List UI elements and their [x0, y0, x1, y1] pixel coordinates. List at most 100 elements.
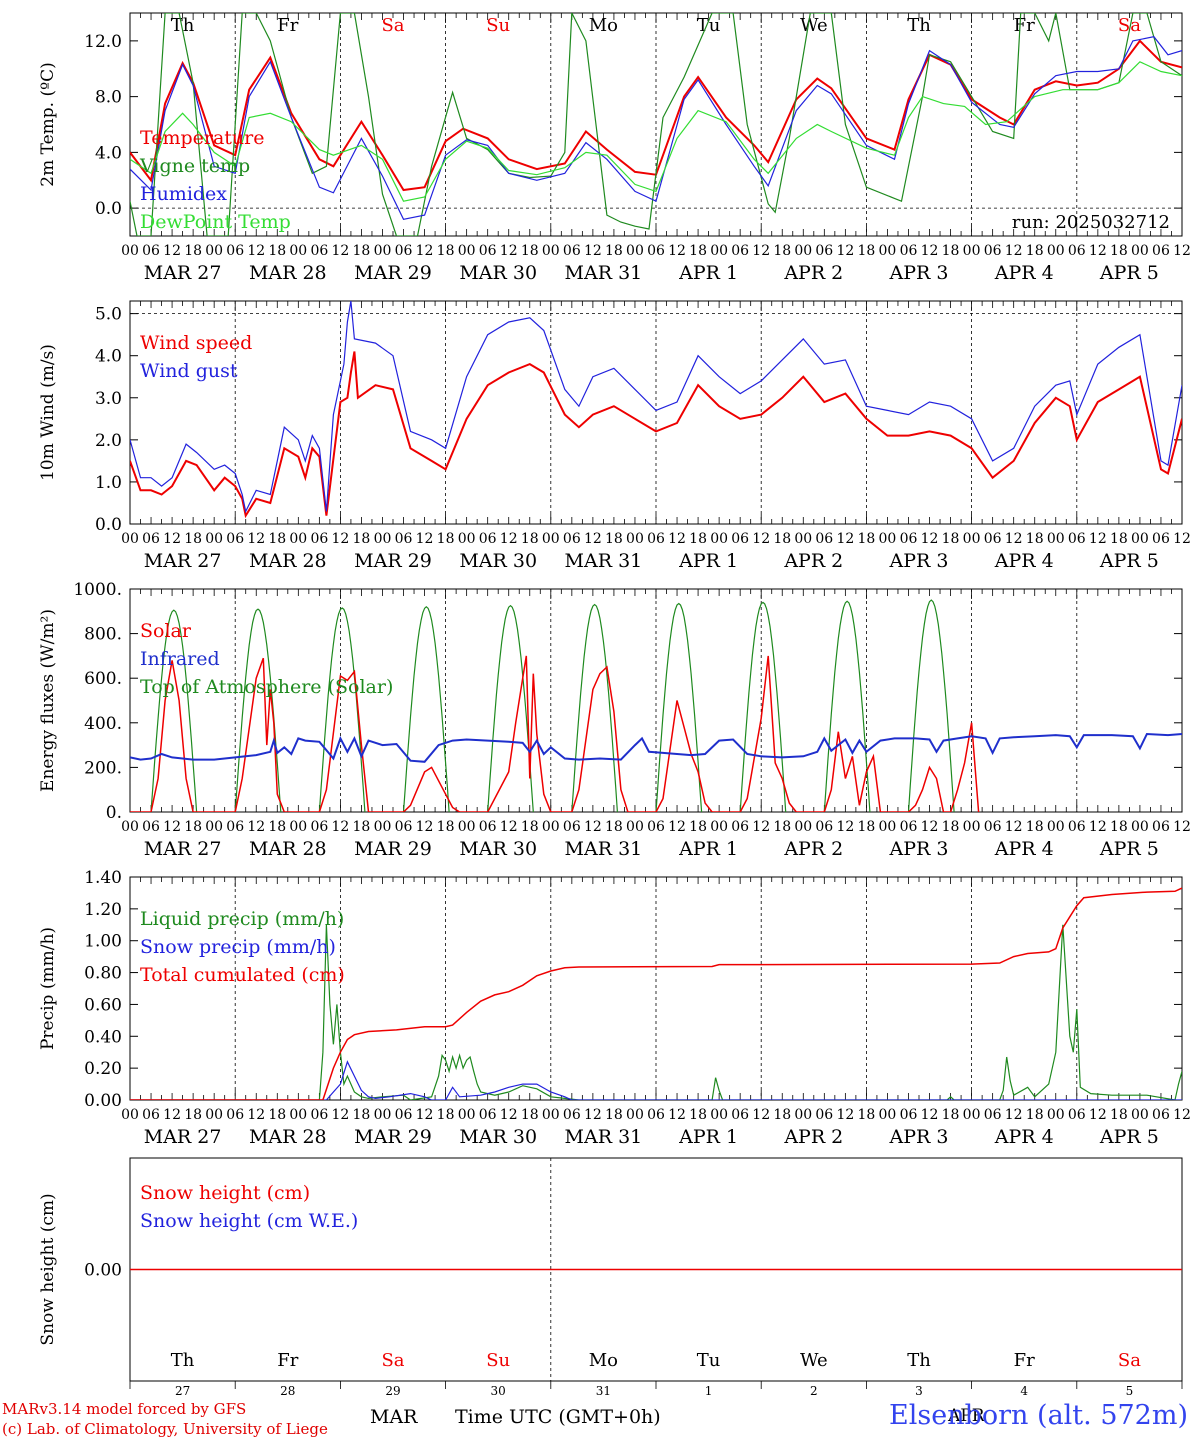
hour-label: 06 — [142, 1107, 160, 1123]
hour-label: 00 — [542, 1107, 560, 1123]
y-tick-label: 2.0 — [95, 431, 122, 451]
hour-label: 12 — [752, 243, 770, 259]
hour-label: 18 — [773, 531, 791, 547]
date-label: APR 2 — [783, 262, 843, 284]
date-label: APR 5 — [1099, 262, 1159, 284]
hour-label: 00 — [879, 819, 897, 835]
hour-label: 06 — [1068, 1107, 1086, 1123]
hour-label: 06 — [900, 819, 918, 835]
hour-label: 12 — [921, 531, 939, 547]
hour-label: 00 — [710, 1107, 728, 1123]
hour-label: 06 — [142, 531, 160, 547]
y-axis-label: Precip (mm/h) — [38, 927, 58, 1050]
hour-label: 00 — [458, 243, 476, 259]
hour-label: 18 — [1026, 1107, 1044, 1123]
y-tick-label: 0.80 — [84, 964, 122, 984]
bottom-day-number: 30 — [491, 1384, 506, 1398]
day-name: Tu — [697, 15, 721, 36]
hour-label: 12 — [668, 1107, 686, 1123]
hour-label: 18 — [689, 243, 707, 259]
date-label: MAR 30 — [459, 1126, 537, 1148]
date-label: APR 3 — [889, 1126, 949, 1148]
hour-label: 18 — [353, 819, 371, 835]
hour-label: 00 — [1131, 243, 1149, 259]
hour-label: 12 — [1005, 531, 1023, 547]
hour-label: 06 — [900, 1107, 918, 1123]
y-tick-label: 0.0 — [95, 199, 122, 219]
hour-label: 18 — [268, 1107, 286, 1123]
model-credit: MARv3.14 model forced by GFS — [2, 1400, 247, 1418]
hour-label: 00 — [289, 1107, 307, 1123]
month-label: MAR — [370, 1406, 418, 1428]
series-line-total-cumulated-cm- — [130, 887, 1182, 1100]
series-line-infrared — [130, 732, 1182, 763]
hour-label: 18 — [942, 1107, 960, 1123]
hour-label: 18 — [1110, 1107, 1128, 1123]
hour-label: 12 — [752, 531, 770, 547]
hour-label: 12 — [331, 243, 349, 259]
hour-label: 06 — [395, 819, 413, 835]
hour-label: 18 — [353, 531, 371, 547]
bottom-day-number: 3 — [915, 1384, 923, 1398]
hour-label: 12 — [752, 1107, 770, 1123]
hour-label: 06 — [479, 243, 497, 259]
day-name: Sa — [381, 15, 404, 36]
hour-label: 00 — [121, 1107, 139, 1123]
hour-label: 12 — [1089, 819, 1107, 835]
hour-label: 18 — [1026, 531, 1044, 547]
hour-label: 12 — [921, 819, 939, 835]
hour-label: 06 — [226, 243, 244, 259]
hour-label: 06 — [984, 819, 1002, 835]
hour-label: 00 — [205, 531, 223, 547]
y-tick-label: 200. — [84, 758, 122, 778]
hour-label: 00 — [374, 1107, 392, 1123]
hour-label: 06 — [563, 819, 581, 835]
series-line-dewpoint-temp — [130, 61, 1182, 202]
hour-label: 06 — [142, 819, 160, 835]
hour-label: 06 — [1152, 1107, 1170, 1123]
date-label: MAR 28 — [249, 550, 327, 572]
hour-label: 12 — [500, 243, 518, 259]
hour-label: 06 — [310, 243, 328, 259]
hour-label: 00 — [374, 819, 392, 835]
y-tick-label: 4.0 — [95, 143, 122, 163]
hour-label: 18 — [773, 243, 791, 259]
hour-label: 18 — [857, 1107, 875, 1123]
day-name: Mo — [589, 15, 618, 36]
date-label: APR 1 — [678, 262, 738, 284]
y-tick-label: 4.0 — [95, 347, 122, 367]
series-group — [130, 301, 1182, 519]
hour-label: 06 — [310, 1107, 328, 1123]
hour-label: 00 — [879, 243, 897, 259]
hour-label: 00 — [458, 819, 476, 835]
hour-label: 12 — [752, 819, 770, 835]
series-group — [130, 599, 1182, 812]
date-label: MAR 31 — [565, 262, 643, 284]
hour-label: 00 — [205, 1107, 223, 1123]
bottom-day-number: 31 — [596, 1384, 611, 1398]
hour-label: 00 — [458, 1107, 476, 1123]
hour-label: 06 — [395, 1107, 413, 1123]
bottom-day-name: Mo — [589, 1350, 618, 1371]
hour-label: 12 — [836, 819, 854, 835]
date-label: MAR 27 — [144, 550, 222, 572]
legend-entry: Snow height (cm W.E.) — [140, 1210, 358, 1232]
y-tick-label: 1.0 — [95, 473, 122, 493]
series-line-snow-precip-mm-h- — [130, 1060, 1182, 1100]
series-line-humidex — [130, 36, 1182, 220]
date-label: MAR 31 — [565, 1126, 643, 1148]
date-label: MAR 30 — [459, 550, 537, 572]
hour-label: 06 — [142, 243, 160, 259]
date-label: APR 1 — [678, 550, 738, 572]
hour-label: 18 — [184, 243, 202, 259]
hour-label: 06 — [647, 531, 665, 547]
date-label: APR 5 — [1099, 838, 1159, 860]
date-label: APR 4 — [994, 838, 1054, 860]
hour-label: 00 — [626, 243, 644, 259]
date-label: APR 3 — [889, 550, 949, 572]
hour-label: 18 — [857, 531, 875, 547]
hour-label: 06 — [731, 1107, 749, 1123]
legend-entry: DewPoint Temp — [140, 211, 291, 233]
panel-frame — [129, 12, 1183, 237]
